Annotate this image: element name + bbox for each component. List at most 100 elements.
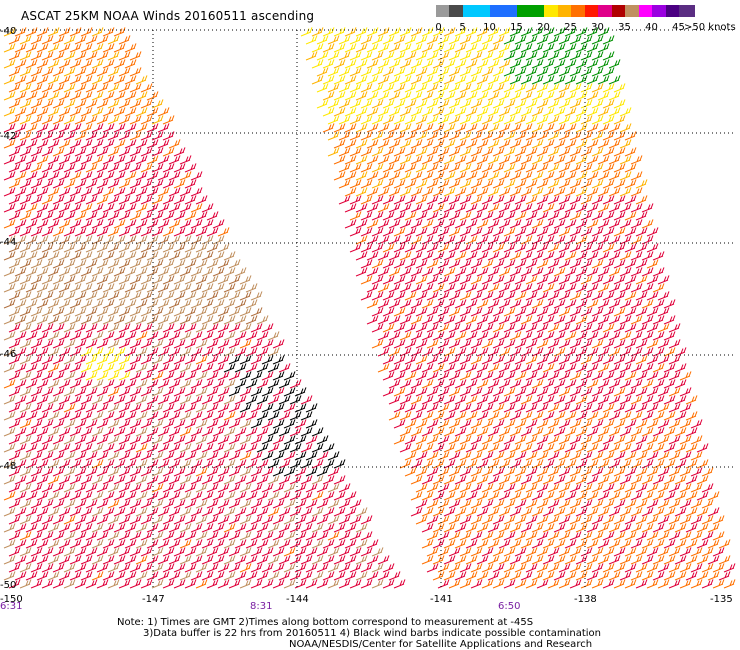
wind-barb [707,507,720,517]
wind-barb [25,347,38,357]
wind-barb [3,443,16,453]
wind-barb [591,355,604,365]
wind-barb [289,571,302,581]
wind-barb [41,547,54,557]
wind-barb [47,347,60,357]
wind-barb [613,211,626,221]
wind-barb [696,555,709,565]
wind-barb [652,251,665,261]
wind-barb [69,427,82,437]
wind-barb [443,187,456,197]
wind-barb [107,147,120,157]
wind-barb [157,491,170,501]
wind-barb [657,291,670,301]
wind-barb [8,339,21,349]
wind-barb [371,147,384,157]
wind-barb [113,443,126,453]
wind-barb [69,107,82,117]
wind-barb [382,51,395,61]
wind-barb [311,43,324,53]
wind-barb [575,331,588,341]
wind-barb [575,27,588,37]
wind-barb [124,443,137,453]
wind-barb [3,91,16,101]
wind-barb [443,155,456,165]
wind-barb [498,59,511,69]
wind-barb [41,467,54,477]
legend-swatch-1 [436,5,449,17]
wind-barb [344,523,357,533]
wind-barb [217,355,230,365]
wind-barb [102,491,115,501]
wind-barb [162,531,175,541]
wind-barb [663,555,676,565]
wind-barb [91,139,104,149]
wind-barb [503,243,516,253]
wind-barb [129,227,142,237]
wind-barb [542,427,555,437]
wind-barb [338,83,351,93]
wind-barb [322,475,335,485]
wind-barb [63,547,76,557]
wind-barb [613,259,626,269]
wind-barb [85,387,98,397]
wind-barb [102,363,115,373]
wind-barb [492,147,505,157]
wind-barb [520,155,533,165]
wind-barb [91,203,104,213]
wind-barb [206,291,219,301]
wind-barb [696,507,709,517]
wind-barb [608,299,621,309]
wind-barb [619,555,632,565]
wind-barb [349,579,362,589]
wind-barb [542,187,555,197]
lon-label: -144 [286,594,309,605]
wind-barb [437,179,450,189]
wind-barb [25,523,38,533]
wind-barb [657,403,670,413]
wind-barb [8,35,21,45]
wind-barb [707,571,720,581]
wind-barb [272,579,285,589]
wind-barb [399,187,412,197]
wind-barb [448,227,461,237]
wind-barb [217,243,230,253]
wind-barb [58,187,71,197]
wind-barb [465,91,478,101]
wind-barb [107,99,120,109]
wind-barb [454,27,467,37]
wind-barb [195,451,208,461]
wind-barb [63,243,76,253]
wind-barb [470,67,483,77]
wind-barb [547,83,560,93]
wind-barb [234,571,247,581]
wind-barb [355,59,368,69]
wind-barb [41,51,54,61]
wind-barb [355,107,368,117]
wind-barb [168,299,181,309]
wind-barb [459,307,472,317]
wind-barb [696,443,709,453]
wind-barb [476,123,489,133]
wind-barb [179,171,192,181]
wind-barb [19,99,32,109]
wind-barb [107,83,120,93]
wind-barb [377,347,390,357]
wind-barb [580,547,593,557]
wind-barb [355,555,368,565]
wind-barb [443,283,456,293]
wind-barb [151,403,164,413]
wind-barb [514,83,527,93]
wind-barb [608,107,621,117]
wind-barb [256,523,269,533]
wind-barb [19,307,32,317]
wind-barb [437,563,450,573]
wind-barb [195,435,208,445]
wind-barb [8,291,21,301]
wind-barb [432,299,445,309]
wind-barb [690,419,703,429]
wind-barb [107,227,120,237]
wind-barb [36,555,49,565]
wind-barb [74,99,87,109]
wind-barb [696,475,709,485]
